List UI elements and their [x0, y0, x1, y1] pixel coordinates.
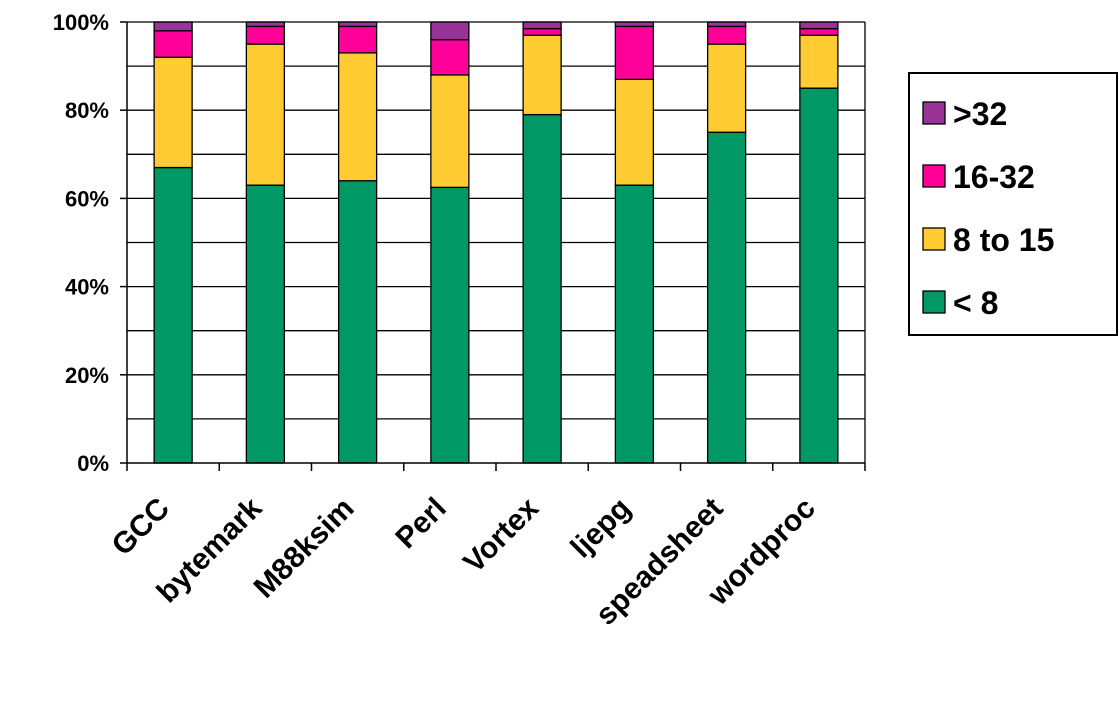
- bar-segment-2-6: [614, 78, 655, 186]
- gridlines: [127, 21, 866, 463]
- bar-segment-2-2: [245, 43, 286, 186]
- bar-segment-3-4: [430, 38, 470, 76]
- bar-segment-2-1: [153, 56, 193, 169]
- bar-segment-3-2: [245, 25, 286, 45]
- legend-label-1: >32: [953, 96, 1007, 132]
- bar-segment-2-3: [337, 52, 378, 182]
- bar-segment-2-4: [430, 74, 470, 189]
- category-label-3: M88ksim: [248, 492, 361, 605]
- category-label-1: GCC: [106, 492, 176, 562]
- legend-swatch-2: [922, 164, 946, 188]
- bar-segment-3-7: [706, 25, 747, 45]
- category-label-5: Vortex: [457, 491, 545, 579]
- bar-segment-3-3: [337, 25, 378, 54]
- bar-segment-4-1: [153, 21, 193, 32]
- bar-segment-4-3: [337, 21, 378, 28]
- y-tick-label: 80%: [65, 98, 109, 123]
- legend-label-2: 16-32: [953, 159, 1035, 195]
- y-tick-label: 40%: [65, 275, 109, 300]
- bar-segment-2-7: [706, 43, 747, 133]
- bar-segment-1-4: [430, 186, 470, 464]
- bar-segment-1-5: [522, 113, 562, 464]
- bars: [153, 21, 839, 464]
- bar-segment-2-8: [799, 34, 839, 89]
- bar-segment-1-3: [337, 180, 378, 464]
- bar-segment-3-8: [799, 27, 839, 36]
- y-tick-label: 60%: [65, 186, 109, 211]
- category-label-6: ljepg: [564, 492, 637, 565]
- legend-swatch-1: [922, 101, 946, 125]
- bar-segment-4-2: [245, 21, 286, 28]
- y-tick-label: 0%: [77, 451, 109, 476]
- bar-segment-4-8: [799, 21, 839, 30]
- legend-swatch-4: [922, 290, 946, 314]
- bar-segment-1-1: [153, 166, 193, 464]
- bar-segment-2-5: [522, 34, 562, 116]
- legend: >32 16-32 8 to 15 < 8: [908, 72, 1118, 336]
- bar-segment-1-2: [245, 184, 286, 464]
- bar-segment-1-8: [799, 87, 839, 464]
- bar-segment-1-7: [706, 131, 747, 464]
- legend-swatch-3: [922, 227, 946, 251]
- bar-segment-4-4: [430, 21, 470, 41]
- bar-segment-3-6: [614, 25, 655, 80]
- y-tick-label: 20%: [65, 363, 109, 388]
- legend-label-3: 8 to 15: [953, 222, 1054, 258]
- bar-segment-3-1: [153, 30, 193, 58]
- bar-segment-1-6: [614, 184, 655, 464]
- bar-segment-3-5: [522, 27, 562, 36]
- legend-label-4: < 8: [953, 285, 998, 321]
- bar-segment-4-7: [706, 21, 747, 28]
- bar-segment-4-5: [522, 21, 562, 30]
- category-label-4: Perl: [389, 492, 452, 555]
- bar-segment-4-6: [614, 21, 655, 28]
- y-tick-label: 100%: [53, 10, 109, 35]
